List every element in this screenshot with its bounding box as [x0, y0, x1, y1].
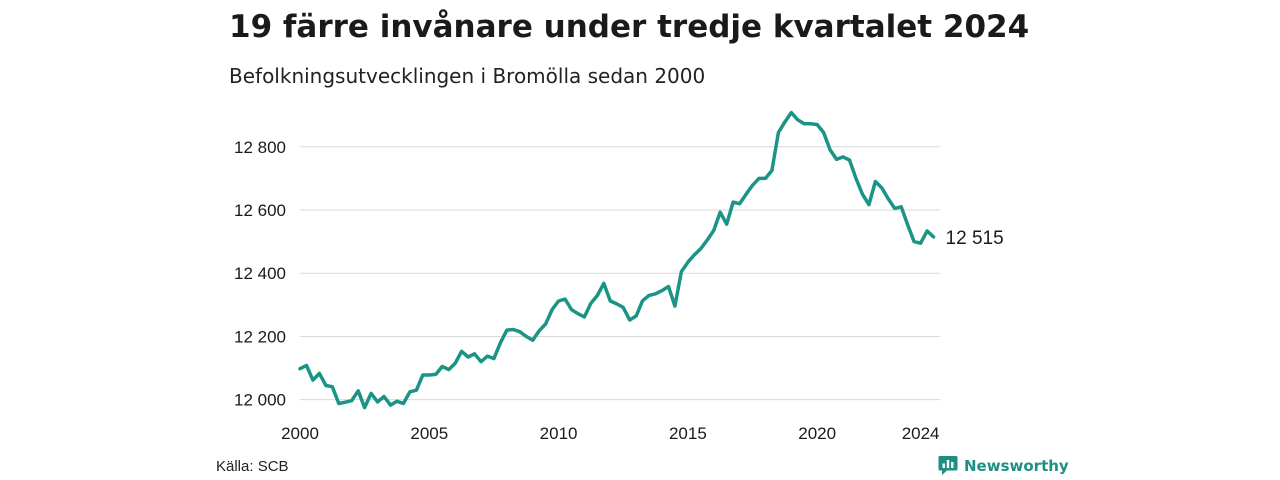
x-axis-ticks: 2000 2005 2010 2015 2020 2024 [281, 424, 939, 443]
chart-subtitle: Befolkningsutvecklingen i Bromölla sedan… [229, 64, 706, 88]
y-tick-label: 12 800 [234, 138, 286, 157]
series-layer [298, 110, 936, 410]
gridlines [300, 146, 940, 401]
y-tick-label: 12 200 [234, 327, 286, 346]
x-tick-label: 2015 [669, 424, 707, 443]
x-tick-label: 2000 [281, 424, 319, 443]
source-note: Källa: SCB [216, 458, 289, 475]
y-tick-label: 12 400 [234, 264, 286, 283]
end-label-layer: 12 515 [946, 228, 1004, 249]
brand-name: Newsworthy [964, 456, 1069, 475]
x-tick-label: 2010 [540, 424, 578, 443]
y-axis-ticks: 12 000 12 200 12 400 12 600 12 800 [234, 138, 286, 410]
chart-bubble-icon [938, 456, 958, 475]
x-tick-label: 2005 [410, 424, 448, 443]
x-tick-label: 2020 [798, 424, 836, 443]
population-line [298, 110, 936, 410]
newsworthy-logo[interactable]: Newsworthy [938, 455, 1069, 476]
x-tick-label: 2024 [902, 424, 940, 443]
y-tick-label: 12 600 [234, 201, 286, 220]
chart-title: 19 färre invånare under tredje kvartalet… [229, 9, 1030, 45]
end-value-label: 12 515 [946, 228, 1004, 249]
y-tick-label: 12 000 [234, 391, 286, 410]
